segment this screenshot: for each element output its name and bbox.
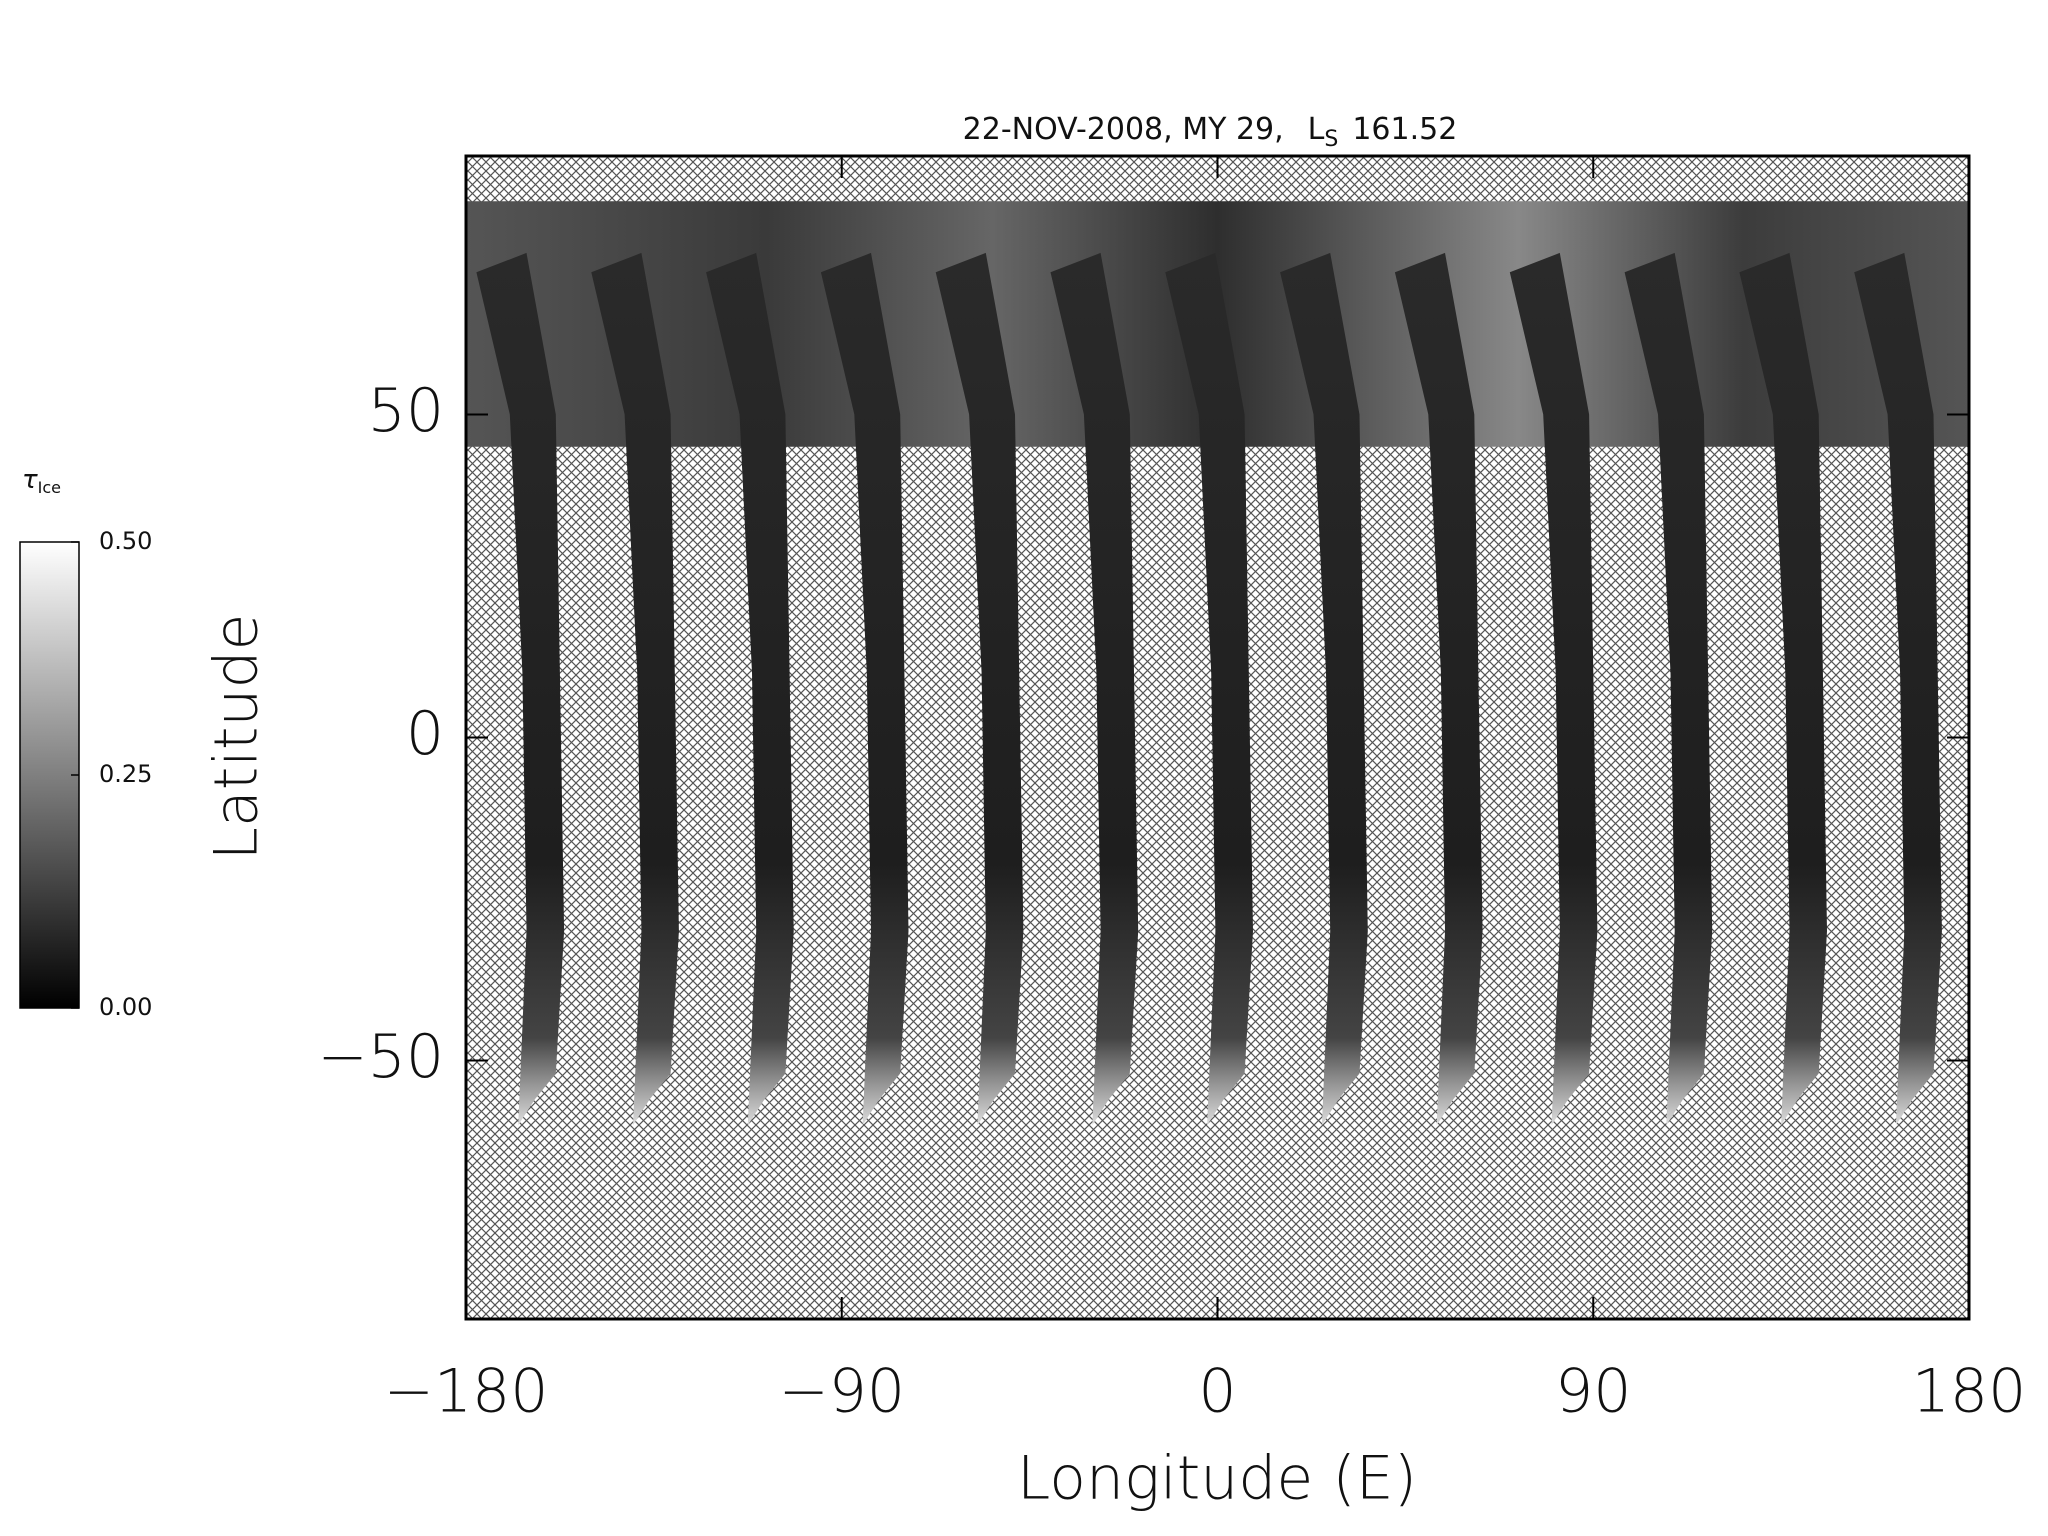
colorbar-tick-label: 0.25 [99, 760, 152, 788]
x-tick-label: −180 [384, 1357, 549, 1427]
title-text: 22-NOV-2008, MY 29, [963, 112, 1284, 147]
swath [476, 252, 565, 1126]
colorbar-subscript: Ice [38, 478, 61, 497]
swath [591, 252, 679, 1126]
colorbar [19, 541, 80, 1009]
swath [1050, 252, 1139, 1126]
swath [1509, 252, 1598, 1126]
swath [1969, 253, 2048, 1125]
plot-area [464, 154, 2048, 1321]
x-axis-label: Longitude (E) [1017, 1444, 1417, 1514]
y-tick-label: −50 [317, 1022, 444, 1092]
x-tick-label: 90 [1555, 1357, 1631, 1427]
swath [1394, 252, 1483, 1126]
colorbar-tick-label: 0.00 [99, 993, 152, 1021]
chart-title: 22-NOV-2008, MY 29, LS 161.52 [963, 112, 1458, 153]
swath [1624, 252, 1713, 1126]
swath [820, 252, 909, 1126]
colorbar-label: τIce [22, 465, 61, 497]
y-tick-label: 50 [368, 376, 444, 446]
swaths [466, 201, 2048, 1126]
x-tick-label: 0 [1198, 1357, 1236, 1427]
swath [1854, 252, 1942, 1126]
y-axis-label: Latitude [202, 614, 272, 861]
x-tick-label: −90 [778, 1357, 905, 1427]
swath [1739, 252, 1827, 1126]
y-tick-label: 0 [406, 699, 444, 769]
title-value: 161.52 [1352, 112, 1457, 147]
swath [706, 252, 794, 1126]
colorbar-tick-label: 0.50 [99, 527, 152, 555]
x-tick-label: 180 [1912, 1357, 2027, 1427]
title-subscript: S [1324, 127, 1338, 152]
colorbar-symbol: τ [22, 465, 38, 495]
title-symbol: L [1308, 112, 1325, 147]
swath [935, 252, 1024, 1126]
swath [1165, 252, 1253, 1126]
swath [1280, 252, 1368, 1126]
